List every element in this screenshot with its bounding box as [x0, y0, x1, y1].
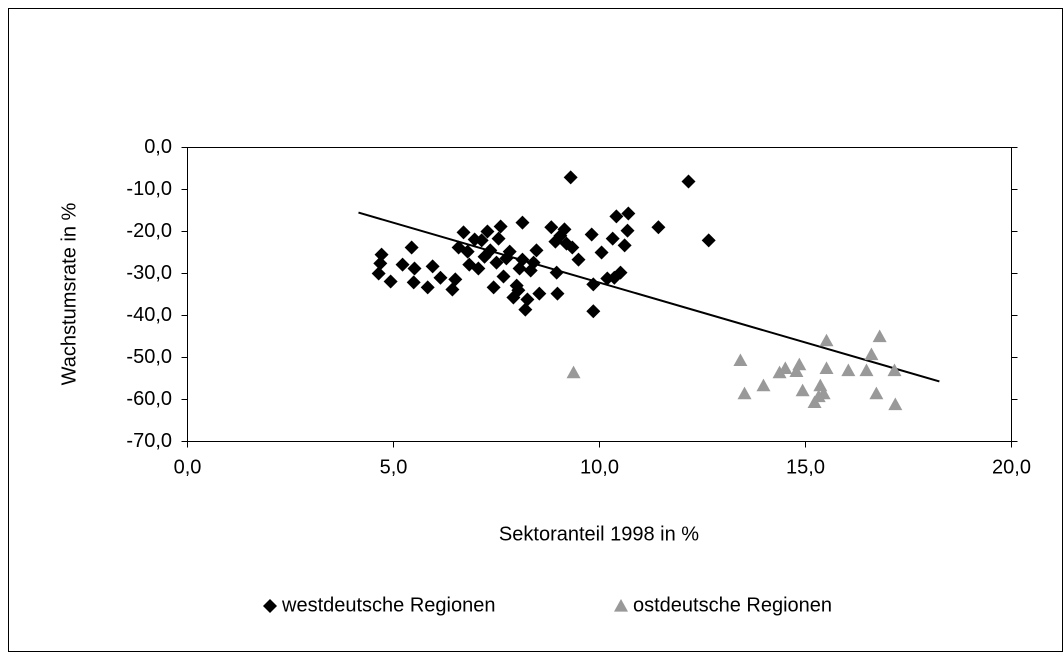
diamond-marker: [491, 231, 506, 246]
diamond-marker: [486, 280, 501, 295]
diamond-marker: [371, 266, 386, 281]
y-tick-label: -30,0: [126, 262, 172, 284]
diamond-marker: [609, 209, 624, 224]
diamond-marker: [621, 206, 636, 221]
diamond-marker: [515, 215, 530, 230]
x-axis-label: Sektoranteil 1998 in %: [499, 523, 699, 545]
diamond-marker: [563, 170, 578, 185]
triangle-marker: [566, 365, 581, 379]
diamond-marker: [532, 286, 547, 301]
triangle-marker: [872, 329, 887, 343]
diamond-marker: [406, 275, 421, 290]
diamond-marker: [586, 277, 601, 292]
diamond-marker: [383, 274, 398, 289]
diamond-marker: [518, 302, 533, 317]
diamond-marker: [425, 259, 440, 274]
diamond-marker: [448, 272, 463, 287]
diamond-marker: [565, 240, 580, 255]
diamond-marker: [651, 220, 666, 235]
diamond-marker: [471, 261, 486, 276]
triangle-marker: [737, 386, 752, 400]
y-tick-label: -10,0: [126, 178, 172, 200]
diamond-marker: [511, 283, 526, 298]
y-tick-label: -40,0: [126, 304, 172, 326]
diamond-marker: [701, 233, 716, 248]
x-tick-label: 0,0: [174, 456, 202, 478]
triangle-marker: [819, 361, 834, 375]
x-tick-label: 10,0: [580, 456, 619, 478]
diamond-marker: [456, 225, 471, 240]
triangle-marker: [792, 357, 807, 371]
triangle-marker: [795, 383, 810, 397]
diamond-marker: [474, 233, 489, 248]
diamond-marker: [489, 255, 504, 270]
diamond-marker: [395, 257, 410, 272]
diamond-marker: [477, 249, 492, 264]
triangle-marker: [819, 333, 834, 347]
legend-label: westdeutsche Regionen: [281, 594, 495, 616]
x-tick-label: 5,0: [380, 456, 408, 478]
diamond-marker: [460, 244, 475, 259]
diamond-marker: [515, 252, 530, 267]
chart-border: [8, 8, 1063, 652]
diamond-marker: [520, 292, 535, 307]
y-tick-label: -20,0: [126, 220, 172, 242]
diamond-marker: [571, 252, 586, 267]
x-tick-label: 15,0: [786, 456, 825, 478]
triangle-marker: [887, 363, 902, 377]
legend-marker: [614, 599, 628, 612]
triangle-marker: [733, 353, 748, 367]
diamond-marker: [526, 255, 541, 270]
trend-line: [358, 211, 940, 383]
diamond-marker: [550, 286, 565, 301]
diamond-marker: [496, 269, 511, 284]
x-tick-label: 20,0: [992, 456, 1031, 478]
diamond-marker: [529, 243, 544, 258]
triangle-marker: [859, 363, 874, 377]
legend-marker: [263, 599, 277, 613]
triangle-marker: [778, 361, 793, 375]
diamond-marker: [445, 282, 460, 297]
diamond-marker: [420, 280, 435, 295]
legend-label: ostdeutsche Regionen: [633, 594, 832, 616]
y-tick-label: -60,0: [126, 388, 172, 410]
triangle-marker: [789, 364, 804, 377]
diamond-marker: [480, 224, 495, 239]
diamond-marker: [493, 219, 508, 234]
diamond-marker: [502, 244, 517, 259]
triangle-marker: [841, 363, 856, 377]
triangle-marker: [864, 347, 879, 361]
diamond-marker: [594, 245, 609, 260]
diamond-marker: [620, 223, 635, 238]
diamond-marker: [605, 231, 620, 246]
triangle-marker: [756, 378, 771, 392]
triangle-marker: [816, 386, 831, 400]
y-axis-label: Wachstumsrate in %: [58, 202, 80, 385]
diamond-marker: [404, 240, 419, 255]
diamond-marker: [373, 256, 388, 271]
triangle-marker: [869, 386, 884, 400]
diamond-marker: [433, 270, 448, 285]
y-tick-label: -50,0: [126, 346, 172, 368]
diamond-marker: [617, 238, 632, 253]
triangle-marker: [888, 397, 903, 411]
y-tick-label: 0,0: [144, 136, 172, 158]
y-tick-label: -70,0: [126, 430, 172, 452]
diamond-marker: [407, 261, 422, 276]
diamond-marker: [584, 227, 599, 242]
diamond-marker: [586, 304, 601, 319]
diamond-marker: [544, 220, 559, 235]
diamond-marker: [557, 222, 572, 237]
diamond-marker: [681, 174, 696, 189]
diamond-marker: [374, 247, 389, 262]
diamond-marker: [483, 243, 498, 258]
diamond-marker: [613, 265, 628, 280]
diamond-marker: [549, 265, 564, 280]
